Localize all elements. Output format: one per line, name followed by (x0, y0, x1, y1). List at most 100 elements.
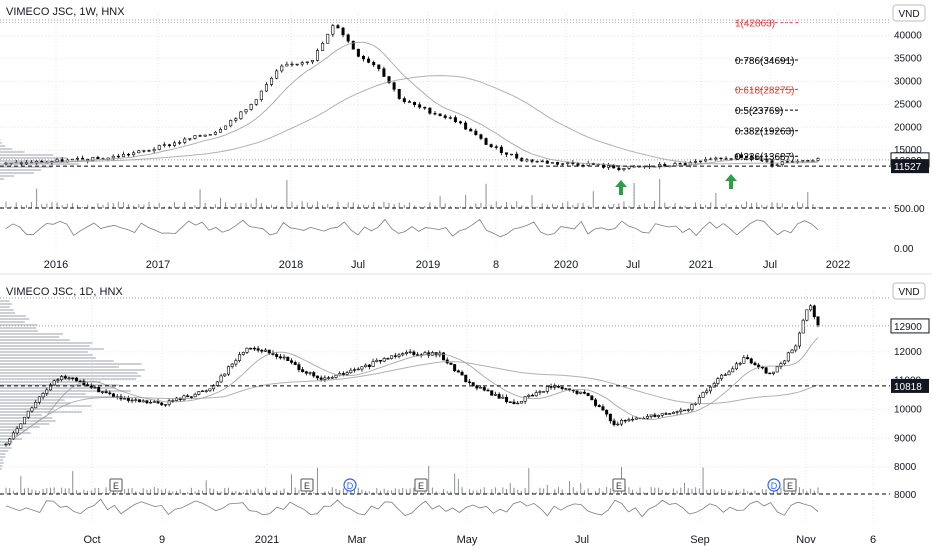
x-tick-label: Jul (351, 259, 365, 271)
x-tick-label: Nov (796, 534, 816, 546)
candle-body (516, 403, 518, 404)
candle-body (281, 66, 283, 71)
candle-body (201, 391, 203, 392)
candle-body (264, 350, 266, 351)
candle-body (286, 64, 288, 66)
candle-body (470, 129, 472, 131)
candle-body (567, 163, 569, 164)
candle-body (413, 352, 415, 355)
candle-body (79, 381, 81, 382)
candle-body (454, 118, 456, 122)
candle-body (531, 395, 533, 396)
candle-body (398, 89, 400, 98)
candle-body (387, 358, 389, 359)
candle-body (361, 367, 363, 369)
candle-body (743, 358, 745, 364)
candle-body (728, 372, 730, 375)
candle-body (505, 153, 507, 155)
candle-body (94, 387, 96, 388)
volume-profile-bar (0, 375, 141, 377)
candle-body (691, 404, 693, 409)
candle-body (776, 165, 778, 166)
candle-body (283, 357, 285, 358)
candle-body (398, 355, 400, 357)
candle-body (260, 91, 262, 100)
oscillator-line (6, 499, 818, 516)
volume-profile-bar (0, 360, 114, 362)
candle-body (661, 414, 663, 416)
volume-profile-bar (0, 342, 92, 344)
y-tick-label: 20000 (894, 122, 922, 133)
x-tick-label: 2022 (826, 259, 850, 271)
candle-body (306, 62, 308, 63)
volume-profile-bar (0, 459, 3, 461)
candle-body (320, 378, 322, 380)
weekly-chart-title: VIMECO JSC, 1W, HNX (6, 6, 125, 18)
volume-profile-bar (0, 453, 6, 455)
candle-body (290, 361, 292, 363)
volume-profile-bar (0, 330, 38, 332)
candle-body (594, 400, 596, 406)
candle-body (795, 346, 797, 350)
candle-body (146, 401, 148, 403)
candle-body (342, 28, 344, 35)
candle-body (178, 142, 180, 143)
candle-body (494, 394, 496, 395)
candle-body (46, 390, 48, 393)
x-tick-label: 8 (493, 259, 499, 271)
candle-body (657, 415, 659, 416)
candle-body (459, 122, 461, 123)
candle-body (131, 400, 133, 401)
volume-profile-bar (0, 399, 65, 401)
candle-body (536, 161, 538, 162)
candle-body (609, 414, 611, 421)
candle-body (587, 393, 589, 395)
candle-body (364, 365, 366, 367)
candle-body (783, 361, 785, 364)
candle-body (372, 62, 374, 65)
candle-body (316, 376, 318, 378)
candle-body (813, 306, 815, 317)
candle-body (408, 102, 410, 103)
candle-body (561, 387, 563, 388)
volume-profile-bar (0, 312, 15, 314)
candle-body (787, 353, 789, 361)
candle-body (769, 373, 771, 374)
candle-body (817, 317, 819, 325)
candle-body (142, 401, 144, 402)
candle-body (699, 161, 701, 162)
volume-profile-bar (0, 351, 88, 353)
candle-body (148, 151, 150, 152)
candle-body (772, 372, 774, 373)
candle-body (376, 360, 378, 361)
candle-body (761, 367, 763, 368)
candle-body (665, 414, 667, 415)
y-tick-label: 8000 (894, 462, 917, 473)
candle-body (190, 397, 192, 398)
candle-body (194, 136, 196, 139)
candle-body (209, 389, 211, 391)
candle-body (403, 99, 405, 102)
candle-body (402, 354, 404, 355)
candle-body (791, 350, 793, 353)
candle-body (324, 378, 326, 380)
daily-panel: Oct92021MarMayJulSepNov61200011000100009… (0, 290, 929, 546)
volume-profile-bar (0, 142, 2, 144)
candle-body (495, 147, 497, 148)
volume-profile-bar (0, 372, 137, 374)
candle-body (227, 367, 229, 374)
candle-body (367, 59, 369, 62)
candle-body (68, 378, 70, 379)
candle-body (449, 118, 451, 119)
candle-body (23, 417, 25, 424)
candle-body (405, 352, 407, 353)
buy-signal-arrow (615, 180, 627, 195)
candle-body (97, 387, 99, 392)
candle-body (342, 373, 344, 374)
candle-body (807, 160, 809, 161)
earnings-marker-label: E (304, 481, 310, 491)
volume-profile-bar (0, 327, 36, 329)
x-tick-label: May (457, 534, 478, 546)
